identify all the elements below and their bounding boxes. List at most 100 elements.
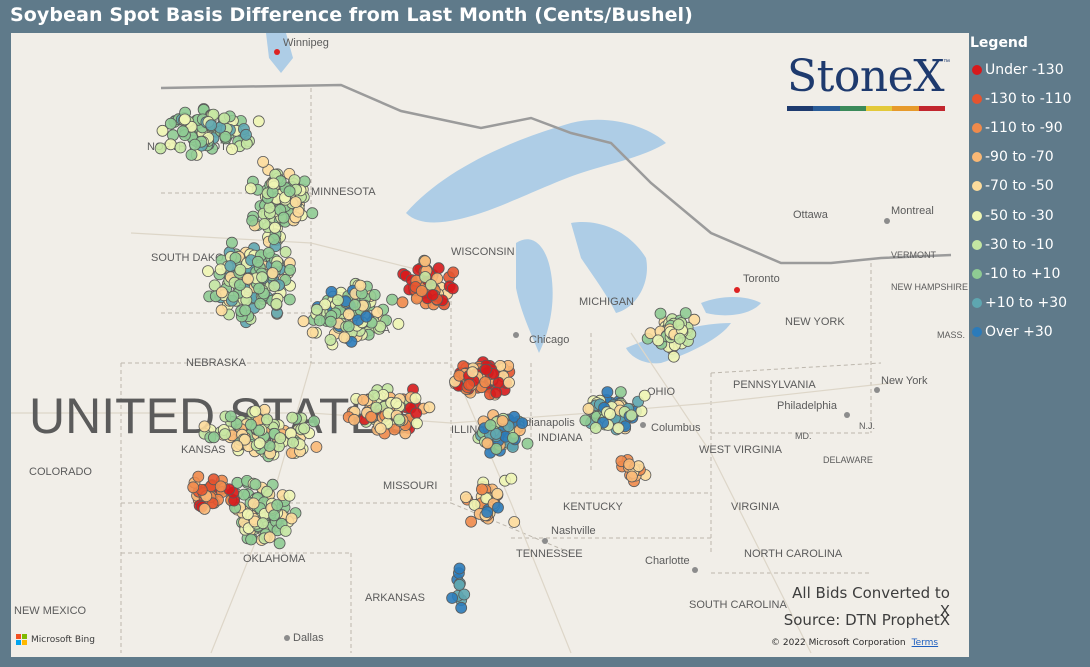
state-boundaries [120, 88, 882, 653]
basis-dot [652, 334, 665, 347]
label-oklahoma: OKLAHOMA [243, 553, 306, 565]
basis-dot [238, 488, 250, 501]
legend-item: -110 to -90 [970, 113, 1088, 142]
map-view[interactable]: Winnipeg NORTH DAKOTA MINNESOTA SOUTH DA… [11, 33, 969, 657]
legend-title: Legend [970, 35, 1028, 51]
water-bodies [266, 33, 761, 364]
basis-dot [224, 260, 237, 272]
lake-huron [571, 222, 647, 313]
basis-dot [319, 298, 332, 311]
stonex-wordmark: StoneX [787, 51, 945, 102]
legend-label: -50 to -30 [985, 207, 1054, 224]
basis-dot [285, 512, 298, 525]
legend-items: Under -130 -130 to -110 -110 to -90 -90 to … [970, 55, 1088, 347]
basis-dot [247, 497, 260, 510]
legend-item: +10 to +30 [970, 289, 1088, 318]
basis-dot [234, 279, 246, 291]
basis-dot [423, 401, 436, 414]
basis-dot [481, 437, 494, 450]
basis-dot [465, 515, 478, 528]
basis-dot [623, 458, 636, 471]
city-marker-nashville [542, 538, 548, 544]
basis-dot [612, 422, 625, 435]
basis-dot [410, 417, 423, 430]
map-canvas[interactable]: Winnipeg NORTH DAKOTA MINNESOTA SOUTH DA… [11, 33, 969, 657]
basis-dot [409, 392, 422, 405]
basis-dot [241, 508, 254, 521]
basis-dot [505, 472, 518, 485]
basis-dot [468, 498, 481, 511]
basis-dot [283, 489, 296, 502]
basis-dot [208, 279, 221, 292]
basis-dot [367, 389, 380, 402]
basis-dot [313, 314, 326, 327]
city-marker-chicago [513, 332, 519, 338]
basis-dot [365, 410, 378, 423]
stonex-bar-segment [813, 106, 840, 111]
basis-dot [589, 422, 602, 434]
stonex-color-bar [787, 106, 945, 111]
basis-dot [308, 415, 320, 428]
basis-dot [458, 588, 471, 601]
basis-dot [286, 411, 299, 424]
basis-dot [234, 263, 247, 276]
label-new-hampshire: NEW HAMPSHIRE [891, 282, 968, 292]
basis-dot [256, 271, 269, 284]
stonex-trademark: ™ [943, 59, 950, 66]
basis-dot [198, 502, 211, 515]
label-new-mexico: NEW MEXICO [14, 605, 87, 617]
city-marker-dallas [284, 635, 290, 641]
basis-dot [626, 470, 638, 483]
basis-dot [342, 320, 355, 333]
basis-dot [419, 271, 432, 283]
label-vermont: VERMONT [891, 250, 937, 260]
basis-dot [370, 401, 383, 414]
terms-link[interactable]: Terms [911, 638, 939, 648]
basis-dot [227, 290, 240, 303]
basis-dot [164, 117, 177, 130]
legend-swatch [972, 268, 982, 279]
label-md: MD. [795, 431, 812, 441]
basis-dot [238, 433, 251, 446]
basis-dot [240, 128, 252, 141]
basis-dot [245, 533, 258, 546]
legend-swatch [972, 327, 982, 338]
basis-dot [432, 262, 445, 275]
label-new-york-city: New York [881, 375, 928, 387]
basis-dot [503, 376, 515, 389]
city-marker-philadelphia [844, 412, 850, 418]
legend: Legend Under -130 -130 to -110 -110 to -90… [970, 35, 1088, 347]
basis-dot [226, 143, 238, 155]
basis-dot [261, 413, 273, 426]
legend-swatch [972, 152, 982, 163]
basis-dot [297, 315, 310, 328]
city-marker-montreal [884, 218, 890, 224]
legend-swatch [972, 298, 982, 309]
basis-dot [261, 485, 273, 498]
stonex-logo: StoneX ™ [785, 55, 957, 117]
legend-item: -50 to -30 [970, 201, 1088, 230]
basis-dot [306, 326, 319, 339]
copyright: © 2022 Microsoft Corporation Terms [771, 638, 938, 648]
legend-label: +10 to +30 [985, 295, 1068, 312]
basis-dot [188, 138, 201, 151]
basis-dot [479, 376, 492, 389]
legend-swatch [972, 93, 982, 104]
basis-dot [516, 417, 529, 430]
basis-dot [490, 427, 503, 440]
label-winnipeg: Winnipeg [283, 37, 329, 49]
basis-dot [205, 119, 218, 132]
basis-dot [202, 265, 214, 278]
microsoft-logo-icon [16, 634, 27, 645]
basis-dot [453, 578, 466, 591]
note-conversion: All Bids Converted to X [792, 584, 950, 620]
stonex-bar-segment [787, 106, 814, 111]
legend-item: -130 to -110 [970, 84, 1088, 113]
legend-swatch [972, 122, 982, 133]
basis-dot [214, 480, 227, 493]
basis-dot [324, 315, 337, 328]
legend-item: Under -130 [970, 55, 1088, 84]
basis-dot [277, 211, 290, 224]
label-montreal: Montreal [891, 205, 934, 217]
basis-dot [415, 285, 428, 297]
